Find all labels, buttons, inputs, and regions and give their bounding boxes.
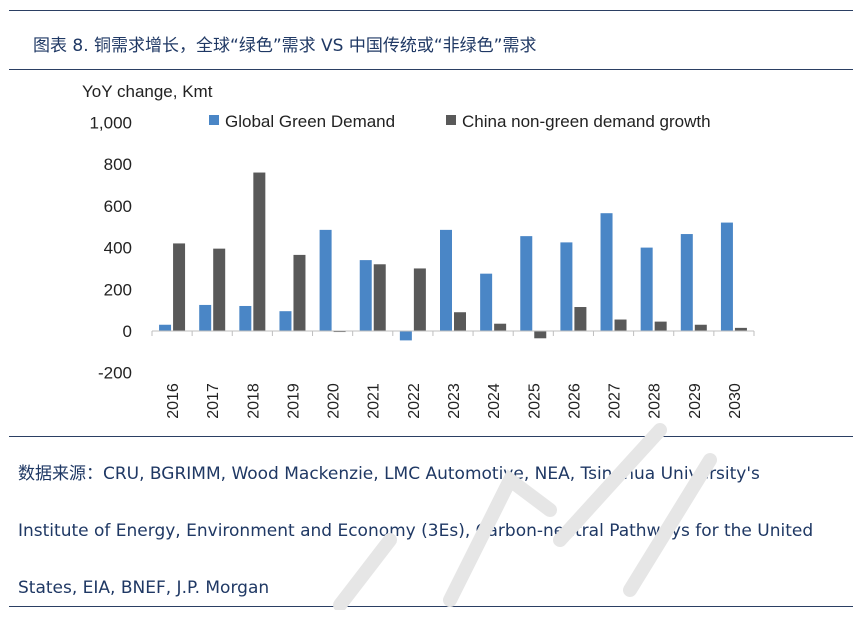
x-tick-label: 2030 — [727, 383, 744, 419]
x-tick-marks — [151, 331, 755, 336]
bar-non-green-2020 — [333, 331, 346, 333]
bar-series — [159, 172, 747, 341]
bar-green-2026 — [560, 242, 573, 331]
bar-non-green-2024 — [494, 323, 507, 331]
bottom-rule — [9, 606, 853, 607]
y-tick-label: 200 — [104, 280, 132, 299]
bar-non-green-2021 — [373, 264, 386, 331]
bar-green-2028 — [640, 247, 653, 331]
legend-swatch — [209, 115, 219, 125]
bar-green-2018 — [239, 305, 252, 331]
bar-non-green-2019 — [293, 254, 306, 331]
bar-non-green-2030 — [734, 327, 747, 331]
bar-non-green-2023 — [454, 312, 466, 331]
bar-non-green-2022 — [413, 268, 426, 331]
bar-green-2017 — [199, 304, 212, 331]
bar-non-green-2029 — [694, 324, 707, 331]
bar-green-2025 — [520, 236, 533, 331]
chart-bottom-rule — [9, 436, 853, 437]
bar-green-2019 — [279, 311, 292, 331]
figure-title: 图表 8. 铜需求增长，全球“绿色”需求 VS 中国传统或“非绿色”需求 — [33, 36, 537, 56]
title-rule — [9, 69, 853, 70]
bar-green-2020 — [319, 229, 332, 331]
bar-non-green-2027 — [614, 319, 627, 331]
source-line-1: 数据来源：CRU, BGRIMM, Wood Mackenzie, LMC Au… — [18, 464, 760, 484]
x-tick-label: 2017 — [205, 383, 222, 419]
x-tick-label: 2021 — [366, 383, 383, 419]
y-axis-label: YoY change, Kmt — [82, 82, 213, 101]
x-tick-label: 2027 — [607, 383, 624, 419]
x-tick-label: 2025 — [526, 383, 543, 419]
y-tick-labels: 1,000 800 600 400 200 0 -200 — [89, 114, 132, 383]
legend-swatch — [446, 115, 456, 125]
bar-chart: YoY change, Kmt 1,000 800 600 400 200 0 -200 2… — [82, 82, 755, 419]
x-tick-label: 2020 — [326, 383, 343, 419]
x-tick-labels: 2016 2017 2018 2019 2020 2021 2022 2023 2024 2025… — [165, 383, 744, 419]
bar-non-green-2026 — [574, 307, 587, 331]
bar-non-green-2018 — [253, 172, 266, 331]
source-note: 数据来源：CRU, BGRIMM, Wood Mackenzie, LMC Au… — [18, 446, 848, 617]
bar-non-green-2016 — [173, 243, 186, 331]
top-rule — [9, 10, 853, 11]
legend-label: Global Green Demand — [225, 112, 395, 131]
bar-non-green-2025 — [534, 331, 547, 339]
bar-green-2021 — [359, 260, 372, 331]
legend-label: China non-green demand growth — [462, 112, 711, 131]
chart-legend: Global Green Demand China non-green deman… — [209, 112, 711, 131]
x-tick-label: 2026 — [566, 383, 583, 419]
x-tick-label: 2022 — [406, 383, 423, 419]
y-tick-label: -200 — [98, 364, 132, 383]
bar-non-green-2017 — [213, 248, 226, 331]
x-tick-label: 2024 — [486, 383, 503, 419]
bar-green-2024 — [480, 273, 493, 331]
bar-green-2030 — [720, 222, 733, 331]
source-line-2: Institute of Energy, Environment and Eco… — [18, 521, 814, 541]
x-tick-label: 2023 — [446, 383, 463, 419]
bar-green-2023 — [440, 229, 452, 331]
x-tick-label: 2018 — [245, 383, 262, 419]
source-line-3: States, EIA, BNEF, J.P. Morgan — [18, 578, 270, 598]
bar-green-2016 — [159, 324, 172, 331]
x-tick-label: 2016 — [165, 383, 182, 419]
watermark — [333, 423, 717, 610]
bar-green-2022 — [399, 331, 412, 341]
bar-green-2029 — [680, 234, 693, 331]
y-tick-label: 400 — [104, 239, 132, 258]
y-tick-label: 800 — [104, 155, 132, 174]
bar-non-green-2028 — [654, 321, 667, 331]
y-tick-label: 1,000 — [89, 114, 132, 133]
y-tick-label: 0 — [123, 322, 132, 341]
x-tick-label: 2029 — [687, 383, 704, 419]
y-tick-label: 600 — [104, 197, 132, 216]
x-tick-label: 2028 — [647, 383, 664, 419]
bar-green-2027 — [600, 213, 613, 331]
x-tick-label: 2019 — [285, 383, 302, 419]
